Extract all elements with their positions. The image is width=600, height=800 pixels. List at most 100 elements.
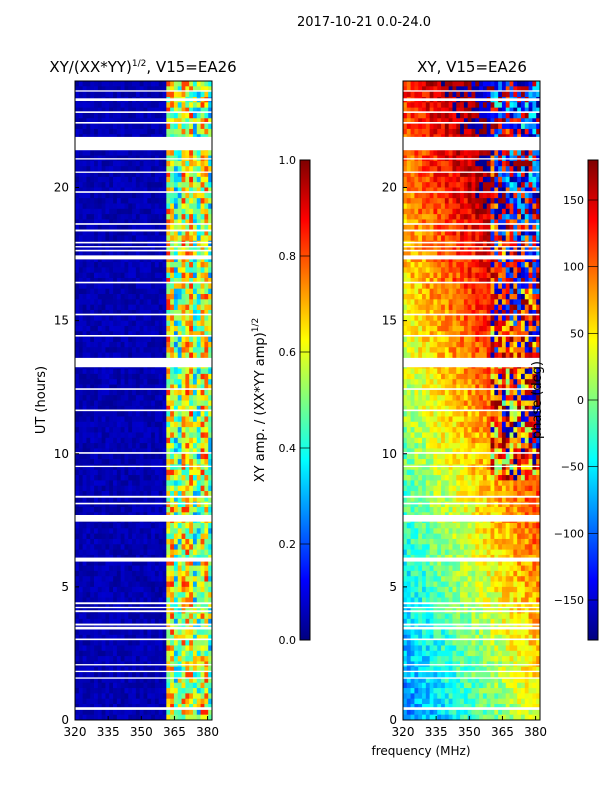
heatmap-cell <box>200 320 205 327</box>
heatmap-cell <box>158 704 163 710</box>
heatmap-cell <box>181 267 186 274</box>
heatmap-cell <box>132 613 137 620</box>
heatmap-cell <box>173 656 179 662</box>
heatmap-cell <box>94 501 99 508</box>
heatmap-cell <box>101 704 106 710</box>
heatmap-cell <box>120 629 125 636</box>
heatmap-cell <box>105 522 110 529</box>
heatmap-cell <box>120 459 125 465</box>
heatmap-cell <box>78 315 84 322</box>
heatmap-cell <box>97 714 103 721</box>
heatmap-cell <box>132 677 137 684</box>
heatmap-cell <box>204 432 209 439</box>
heatmap-cell <box>120 586 125 593</box>
heatmap-cell <box>116 496 122 503</box>
heatmap-cell <box>166 427 171 433</box>
heatmap-cell <box>208 171 213 178</box>
heatmap-cell <box>158 288 163 295</box>
heatmap-cell <box>101 309 106 316</box>
flagged-gap <box>75 602 212 605</box>
heatmap-cell <box>105 352 110 359</box>
heatmap-cell <box>513 150 518 156</box>
flagged-gap <box>75 229 212 232</box>
heatmap-cell <box>204 411 209 417</box>
heatmap-cell <box>151 128 156 135</box>
heatmap-cell <box>109 544 114 551</box>
heatmap-cell <box>154 208 160 215</box>
heatmap-cell <box>90 379 95 385</box>
heatmap-cell <box>128 485 133 492</box>
heatmap-cell <box>147 373 152 380</box>
heatmap-cell <box>208 666 213 673</box>
heatmap-cell <box>135 309 141 316</box>
heatmap-cell <box>86 336 91 343</box>
heatmap-cell <box>120 267 125 274</box>
heatmap-cell <box>143 645 148 652</box>
heatmap-cell <box>170 299 175 306</box>
heatmap-cell <box>86 592 91 598</box>
heatmap-cell <box>124 672 129 678</box>
heatmap-cell <box>189 187 194 194</box>
heatmap-cell <box>192 384 198 391</box>
heatmap-cell <box>105 272 110 279</box>
heatmap-cell <box>90 576 95 582</box>
heatmap-cell <box>151 586 156 593</box>
heatmap-cell <box>135 618 141 625</box>
heatmap-cell <box>86 91 91 98</box>
heatmap-cell <box>109 123 114 130</box>
heatmap-cell <box>113 714 118 721</box>
heatmap-cell <box>185 251 190 258</box>
heatmap-cell <box>75 560 80 566</box>
heatmap-cell <box>132 538 137 545</box>
heatmap-cell <box>437 86 442 93</box>
heatmap-cell <box>173 453 179 460</box>
heatmap-cell <box>86 485 91 492</box>
heatmap-cell <box>128 400 133 407</box>
heatmap-cell <box>200 262 205 268</box>
heatmap-cell <box>120 496 125 503</box>
heatmap-cell <box>158 645 163 652</box>
heatmap-cell <box>166 672 171 678</box>
heatmap-cell <box>170 187 175 194</box>
heatmap-cell <box>173 448 179 455</box>
heatmap-cell <box>116 315 122 322</box>
heatmap-cell <box>520 86 526 93</box>
heatmap-cell <box>120 528 125 535</box>
heatmap-cell <box>524 123 529 130</box>
heatmap-cell <box>192 459 198 465</box>
heatmap-cell <box>177 688 182 694</box>
heatmap-cell <box>124 666 129 673</box>
heatmap-cell <box>86 645 91 652</box>
heatmap-cell <box>75 501 80 508</box>
heatmap-cell <box>460 150 465 156</box>
heatmap-cell <box>520 123 526 130</box>
heatmap-cell <box>181 469 186 476</box>
heatmap-cell <box>177 240 182 247</box>
heatmap-cell <box>513 112 518 119</box>
heatmap-cell <box>82 320 87 327</box>
heatmap-cell <box>486 112 491 119</box>
heatmap-cell <box>162 379 167 385</box>
heatmap-cell <box>154 464 160 471</box>
heatmap-cell <box>139 544 144 551</box>
heatmap-cell <box>105 672 110 678</box>
heatmap-cell <box>109 384 114 391</box>
heatmap-cell <box>78 533 84 540</box>
heatmap-cell <box>116 203 122 210</box>
heatmap-cell <box>200 704 205 710</box>
heatmap-cell <box>425 102 431 109</box>
heatmap-cell <box>154 507 160 513</box>
heatmap-cell <box>185 453 190 460</box>
heatmap-cell <box>82 416 87 423</box>
heatmap-cell <box>82 469 87 476</box>
heatmap-cell <box>498 128 503 135</box>
heatmap-cell <box>185 160 190 167</box>
heatmap-cell <box>94 522 99 529</box>
heatmap-cell <box>90 128 95 135</box>
heatmap-cell <box>154 491 160 497</box>
heatmap-cell <box>124 400 129 407</box>
heatmap-cell <box>94 507 99 513</box>
heatmap-cell <box>196 544 201 551</box>
heatmap-cell <box>128 395 133 401</box>
heatmap-cell <box>101 102 106 109</box>
